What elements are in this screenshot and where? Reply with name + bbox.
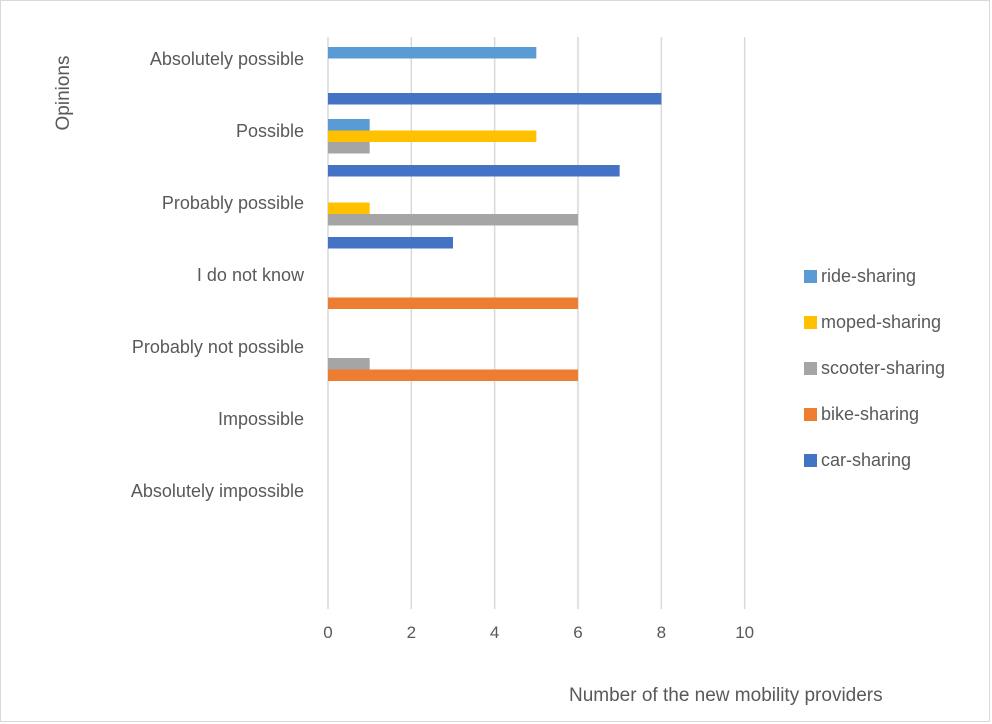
- legend-swatch-ride-sharing: [804, 270, 817, 283]
- category-label-possible: Possible: [236, 121, 304, 141]
- bar-bike-sharing-probably-not-possible: [328, 369, 578, 381]
- bar-ride-sharing-possible: [328, 119, 370, 131]
- x-tick-label: 0: [323, 623, 332, 642]
- legend-swatch-moped-sharing: [804, 316, 817, 329]
- x-tick-label: 4: [490, 623, 499, 642]
- x-tick-label: 2: [407, 623, 416, 642]
- bar-scooter-sharing-probably-possible: [328, 214, 578, 226]
- bar-scooter-sharing-probably-not-possible: [328, 358, 370, 370]
- bar-car-sharing-absolutely-possible: [328, 93, 662, 105]
- legend-label-moped-sharing: moped-sharing: [821, 312, 941, 332]
- legend-swatch-scooter-sharing: [804, 362, 817, 375]
- x-axis-title: Number of the new mobility providers: [569, 685, 883, 706]
- y-axis-title: Opinions: [53, 56, 74, 131]
- legend-label-car-sharing: car-sharing: [821, 450, 911, 470]
- x-tick-label: 10: [735, 623, 754, 642]
- category-label-impossible: Impossible: [218, 409, 304, 429]
- x-axis-ticks: 0 2 4 6 8 10: [323, 623, 754, 642]
- category-labels: Absolutely possible Possible Probably poss…: [131, 49, 305, 501]
- category-label-absolutely-impossible: Absolutely impossible: [131, 481, 304, 501]
- x-tick-label: 6: [573, 623, 582, 642]
- legend-label-scooter-sharing: scooter-sharing: [821, 358, 945, 378]
- bar-car-sharing-possible: [328, 165, 620, 177]
- bar-car-sharing-probably-possible: [328, 237, 453, 249]
- bar-moped-sharing-probably-possible: [328, 202, 370, 214]
- bar-bike-sharing-i-do-not-know: [328, 297, 578, 309]
- bars: [328, 47, 662, 381]
- legend-label-bike-sharing: bike-sharing: [821, 404, 919, 424]
- legend-swatch-car-sharing: [804, 454, 817, 467]
- category-label-probably-not-possible: Probably not possible: [132, 337, 304, 357]
- gridlines: [327, 37, 746, 609]
- legend-label-ride-sharing: ride-sharing: [821, 266, 916, 286]
- category-label-absolutely-possible: Absolutely possible: [150, 49, 304, 69]
- category-label-probably-possible: Probably possible: [162, 193, 304, 213]
- x-tick-label: 8: [657, 623, 666, 642]
- category-label-i-do-not-know: I do not know: [197, 265, 305, 285]
- legend: ride-sharing moped-sharing scooter-sharing…: [804, 266, 945, 470]
- bar-ride-sharing-absolutely-possible: [328, 47, 537, 59]
- bar-moped-sharing-possible: [328, 130, 537, 142]
- legend-swatch-bike-sharing: [804, 408, 817, 421]
- bar-scooter-sharing-possible: [328, 142, 370, 154]
